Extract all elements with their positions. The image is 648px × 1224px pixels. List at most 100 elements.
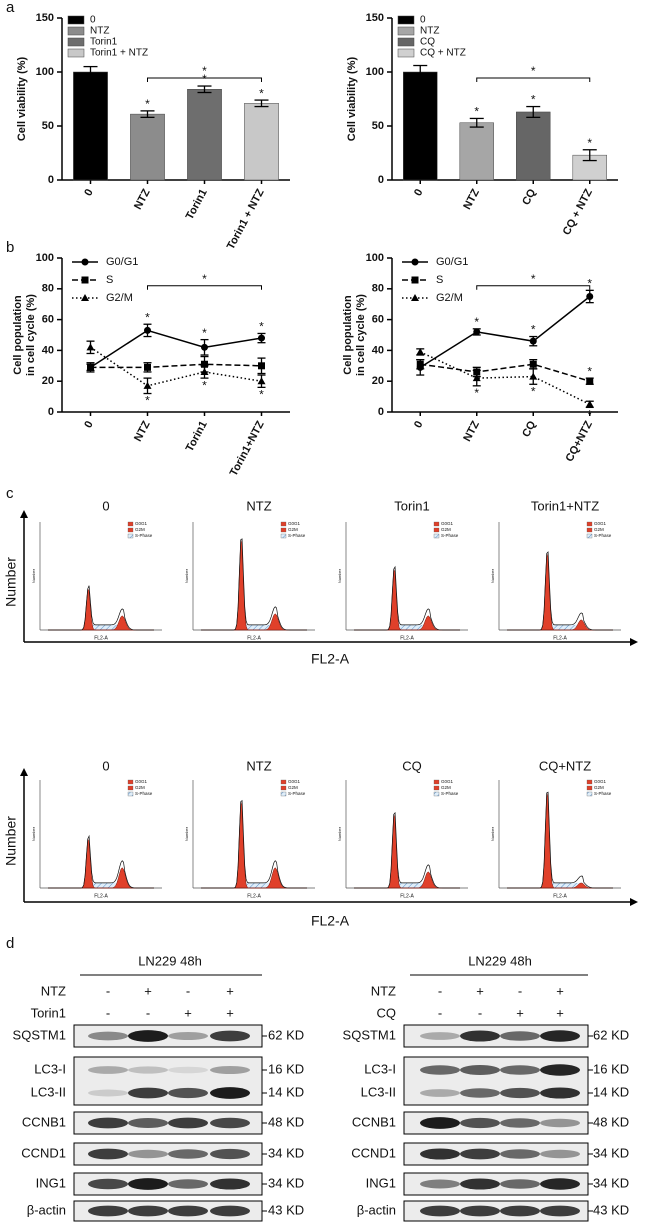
g0g1-peak <box>354 814 460 889</box>
bracket-label: * <box>202 64 207 78</box>
band-size: 14 KD <box>593 1084 629 1099</box>
histogram-title: 0 <box>102 758 109 773</box>
legend-label: G0G1 <box>441 779 454 784</box>
histogram-title: 0 <box>102 498 109 513</box>
x-tick-label: Torin1 + NTZ <box>225 187 267 252</box>
band <box>210 1030 250 1042</box>
histogram-title: CQ+NTZ <box>539 758 591 773</box>
bar <box>130 113 165 181</box>
band <box>540 1205 580 1217</box>
legend-swatch <box>127 521 134 527</box>
g0g1-peak <box>507 553 613 631</box>
legend-label: G2M <box>594 785 604 790</box>
band <box>420 1032 460 1040</box>
histogram-outline <box>507 791 613 889</box>
s-phase <box>507 624 613 630</box>
g0g1-peak <box>48 588 154 631</box>
band-label: CCNB1 <box>352 1114 396 1129</box>
band-size: 48 KD <box>268 1114 304 1129</box>
legend-label: G0G1 <box>135 521 148 526</box>
band <box>500 1118 540 1128</box>
x-tick-label: CQ + NTZ <box>561 187 595 237</box>
band-size: 34 KD <box>593 1175 629 1190</box>
band <box>460 1117 500 1129</box>
lane-sign: - <box>518 983 522 998</box>
significance-bracket <box>476 77 591 82</box>
band <box>128 1066 168 1074</box>
band-size: 62 KD <box>593 1027 629 1042</box>
legend-label: S <box>106 274 113 286</box>
legend-swatch <box>67 37 85 47</box>
significance-label: * <box>531 384 536 398</box>
y-tick-label: 0 <box>48 174 54 186</box>
legend-label: 0 <box>420 15 426 26</box>
significance-label: * <box>531 93 536 107</box>
panel-label: b <box>6 239 14 256</box>
band <box>168 1117 208 1129</box>
band-size: 16 KD <box>593 1061 629 1076</box>
marker <box>473 328 481 336</box>
legend-label: S-Phase <box>135 533 153 538</box>
band-label: SQSTM1 <box>13 1027 66 1042</box>
lane-sign: + <box>556 983 564 998</box>
histogram-outline <box>201 538 307 631</box>
legend-swatch <box>586 533 593 539</box>
legend-swatch <box>586 779 593 785</box>
band <box>168 1031 208 1041</box>
legend-swatch <box>433 785 440 791</box>
legend-label: G0G1 <box>288 521 301 526</box>
bar <box>244 103 279 181</box>
arrow-head <box>630 638 638 646</box>
legend-swatch <box>67 48 85 58</box>
band <box>128 1149 168 1159</box>
bar <box>459 122 494 181</box>
y-axis-label: Cell viability (%) <box>346 56 358 141</box>
g0g1-peak <box>48 838 154 889</box>
significance-bracket <box>147 77 262 82</box>
histogram-outline <box>48 834 154 889</box>
marker <box>86 343 95 351</box>
legend-swatch <box>433 779 440 785</box>
x-tick-label: NTZ <box>461 187 482 212</box>
arrow-head <box>630 898 638 906</box>
lane-sign: + <box>516 1005 524 1020</box>
legend-label: NTZ <box>420 26 439 37</box>
legend-swatch <box>280 527 287 533</box>
band-label: CCND1 <box>351 1145 396 1160</box>
lane-sign: + <box>144 983 152 998</box>
band <box>500 1065 540 1075</box>
significance-label: * <box>202 72 207 86</box>
g0g1-peak <box>201 801 307 889</box>
legend-swatch <box>397 26 415 36</box>
marker <box>144 326 151 334</box>
error-bar <box>413 64 428 80</box>
legend-label: CQ + NTZ <box>420 48 466 59</box>
marker <box>585 400 594 408</box>
y-axis-label: in cell cycle (%) <box>355 294 367 376</box>
legend-label: G2/M <box>106 292 133 304</box>
treatment-label: CQ <box>377 1005 397 1020</box>
marker <box>201 343 208 351</box>
treatment-label: NTZ <box>371 983 396 998</box>
y-tick-label: 80 <box>372 283 384 295</box>
band <box>88 1205 128 1217</box>
significance-label: * <box>587 408 592 422</box>
band <box>128 1118 168 1128</box>
band <box>500 1087 540 1099</box>
band-label: SQSTM1 <box>343 1027 396 1042</box>
band <box>210 1117 250 1129</box>
bar <box>403 71 438 181</box>
band <box>168 1066 208 1074</box>
band <box>540 1178 580 1190</box>
band-label: β-actin <box>27 1202 66 1217</box>
band <box>128 1087 168 1099</box>
significance-label: * <box>587 277 592 291</box>
marker <box>416 347 425 355</box>
band <box>460 1148 500 1160</box>
legend-swatch <box>280 791 287 797</box>
legend-label: S-Phase <box>441 533 459 538</box>
mini-axis-label: FL2-A <box>400 635 414 641</box>
band <box>540 1149 580 1159</box>
marker <box>416 360 424 368</box>
band-label: β-actin <box>357 1202 396 1217</box>
